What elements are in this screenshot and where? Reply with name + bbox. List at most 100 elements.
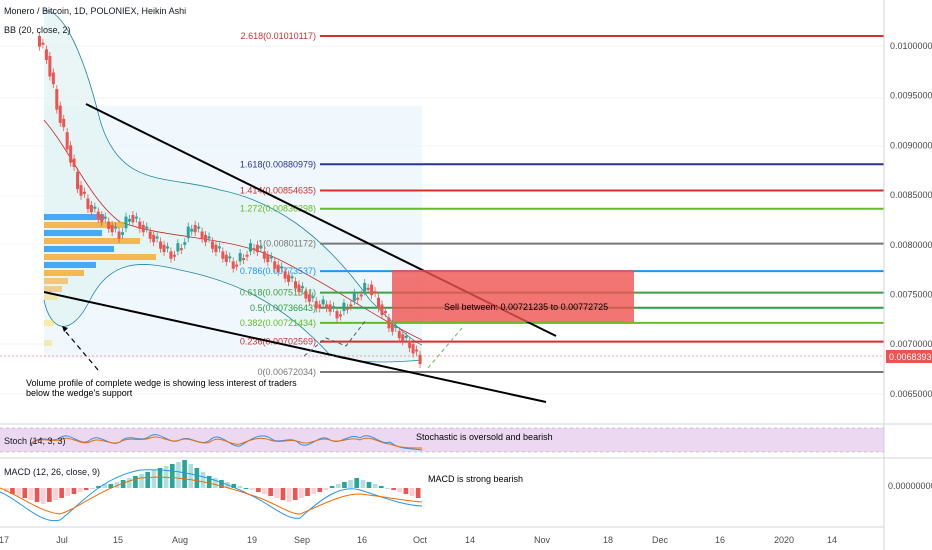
macd-bar [96,486,101,488]
macd-title[interactable]: MACD (12, 26, close, 9) [4,467,100,477]
candle-body [141,224,145,233]
macd-bar [348,480,353,488]
candle-body [134,216,138,219]
candle-body [172,254,176,257]
time-tick-label: Dec [652,535,669,545]
sell-zone-box[interactable] [392,270,634,322]
candle-body [377,297,381,309]
candle-body [183,242,187,245]
candle-body [121,232,125,235]
candle-body [342,302,346,312]
candle-body [304,291,308,299]
bollinger-band-fill [44,10,422,363]
time-tick-label: Aug [172,535,188,545]
candle-body [204,234,208,243]
candle-body [356,297,360,300]
time-tick-label: 15 [113,535,123,545]
candle-body [82,191,86,194]
macd-bar [397,488,403,492]
candle-body [401,334,405,342]
bb-indicator-title[interactable]: BB (20, close, 2) [4,25,71,35]
macd-bar [200,472,206,488]
candle-body [307,294,311,302]
time-tick-label: Jul [56,535,68,545]
fib-level-label: 0.382(0.00721434) [240,318,316,328]
candle-body [44,49,48,60]
candle-body [394,325,398,328]
macd-bar [22,488,28,498]
macd-bar [176,462,181,488]
macd-bar [194,468,200,488]
macd-bar [249,488,255,490]
macd-bar [213,478,218,488]
stoch-note: Stochastic is oversold and bearish [416,432,553,442]
candle-body [124,216,128,229]
macd-bar [292,488,298,500]
time-tick-label: 14 [827,535,837,545]
macd-bar [10,488,15,494]
candle-body [245,254,249,257]
candle-body [311,296,315,299]
candle-body [86,198,90,210]
candle-body [325,304,329,309]
time-tick-label: 18 [603,535,613,545]
fib-level-label: 1.414(0.00854635) [240,185,316,195]
volume-note-line2: below the wedge's support [26,388,133,398]
candle-body [262,251,266,259]
macd-bar [65,488,71,496]
macd-zero-tick: 0.00000000 [888,481,932,491]
candle-body [214,244,218,253]
candle-body [411,344,415,354]
candle-body [152,234,156,243]
macd-bar [53,488,58,500]
candle-body [328,304,332,312]
current-price-badge [886,350,932,363]
volume-note-line1: Volume profile of complete wedge is show… [26,378,297,388]
time-axis[interactable]: 17 Jul 15 Aug 19 Sep 16 Oct 14 Nov 18 Dec 16 2020 14 [0,535,837,545]
candle-body [69,145,73,163]
candle-body [41,42,45,45]
candle-body [55,89,59,110]
current-price-text: 0.00683930 [889,352,932,362]
stoch-title[interactable]: Stoch (14, 3, 3) [4,436,66,446]
macd-bar [145,472,151,488]
symbol-title[interactable]: Monero / Bitcoin, 1D, POLONIEX, Heikin A… [4,6,186,16]
wedge-support-line[interactable] [43,291,547,403]
candle-body [96,211,100,219]
macd-histogram [4,460,421,504]
macd-bar [305,488,310,496]
macd-bar [151,470,157,488]
candle-body [276,264,280,272]
candle-body [76,171,80,190]
candle-body [114,226,118,229]
macd-bar [372,484,378,488]
macd-note: MACD is strong bearish [428,474,523,484]
macd-bar [59,488,64,498]
candle-body [179,248,183,251]
candle-body [273,261,277,269]
macd-bar [90,488,95,489]
macd-bar [403,488,409,494]
candle-body [58,105,62,123]
candle-body [207,236,211,239]
candle-body [224,254,228,263]
macd-bar [126,478,132,488]
macd-bar [157,468,163,488]
macd-bar [206,476,212,488]
candle-body [349,304,353,307]
time-tick-label: Sep [294,535,310,545]
candle-body [314,301,318,309]
macd-bar [120,480,126,488]
macd-bar [169,464,175,488]
candle-body [397,330,401,339]
volume-profile-bars [44,214,156,346]
candle-body [155,236,159,239]
candle-body [408,340,412,349]
macd-bar [280,488,286,500]
macd-bar [139,474,144,488]
candle-body [117,231,121,239]
